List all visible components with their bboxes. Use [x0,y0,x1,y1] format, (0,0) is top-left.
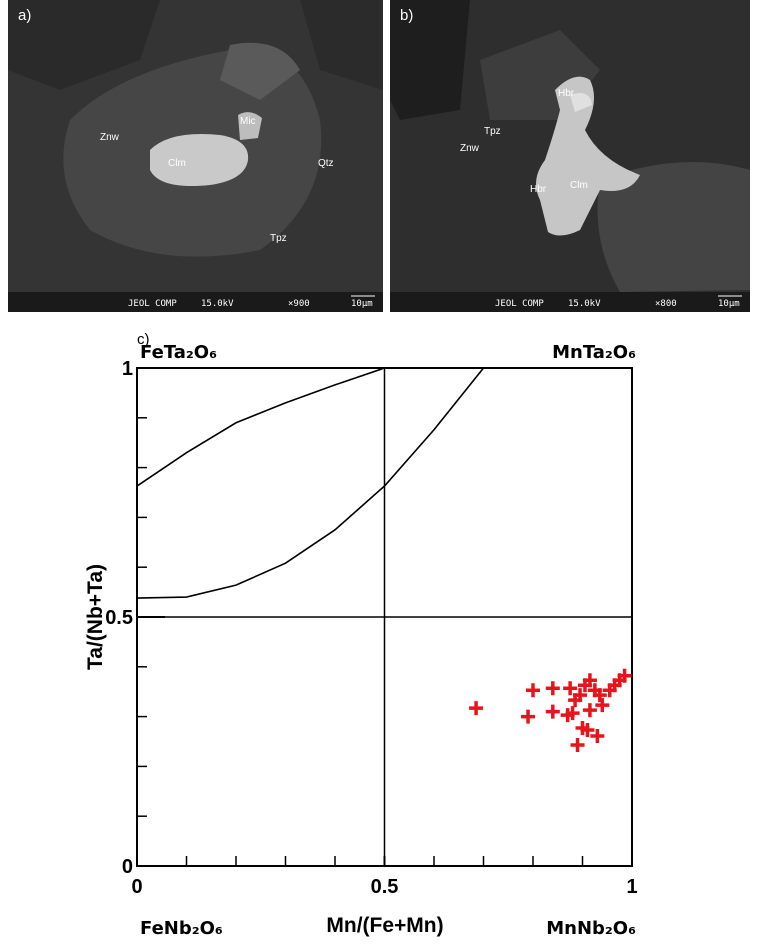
data-point [563,681,578,696]
y-tick-label: 0 [122,856,133,878]
data-point [570,737,585,752]
sem-image-a: a) Znw Mic Clm Qtz Tpz JEOL COMP 15.0kV ×900 10μm [8,0,383,312]
data-point [592,688,607,703]
footer-magnification: ×900 [288,299,310,309]
data-point [590,729,605,744]
mineral-label: Qtz [318,158,334,169]
data-point [582,673,597,688]
y-tick-label: 0.5 [105,607,133,629]
corner-label: MnTa₂O₆ [552,342,636,363]
field-boundary [136,367,385,487]
panel-label: a) [18,7,31,24]
corner-label: FeNb₂O₆ [140,918,223,939]
corner-label: FeTa₂O₆ [140,342,217,363]
mineral-label: Znw [460,143,480,154]
mineral-label: Hbr [530,184,547,195]
panel-label: c) [137,331,150,348]
y-axis-label: Ta/(Nb+Ta) [84,564,107,670]
mineral-label: Mic [240,116,256,127]
data-point [560,708,575,723]
footer-voltage: 15.0kV [201,299,234,309]
sem-image-b: b) Hbr Tpz Znw Hbr Clm JEOL COMP 15.0kV ×800 10μm [390,0,750,312]
data-point [526,683,540,698]
plot-area [136,367,633,867]
footer-voltage: 15.0kV [568,299,601,309]
footer-scale: 10μm [351,299,373,309]
footer-instrument: JEOL COMP [495,299,544,309]
data-point [521,709,536,724]
x-tick-label: 0.5 [371,876,399,898]
corner-label: MnNb₂O₆ [546,918,636,939]
mineral-label: Hbr [558,88,575,99]
mineral-label: Tpz [270,233,287,244]
data-point [545,704,560,719]
data-point [573,688,588,703]
mineral-label: Tpz [484,126,501,137]
x-axis-label: Mn/(Fe+Mn) [326,914,443,937]
y-tick-label: 1 [122,358,133,380]
field-boundary [136,367,485,599]
footer-instrument: JEOL COMP [128,299,177,309]
mineral-label: Clm [570,180,588,191]
data-point [582,703,597,718]
footer-scale: 10μm [718,299,740,309]
mineral-label: Znw [100,132,120,143]
data-point [575,721,590,736]
x-tick-label: 0 [131,876,142,898]
footer-magnification: ×800 [655,299,677,309]
panel-label: b) [400,7,413,24]
data-point [545,681,560,696]
data-point [617,668,632,683]
mineral-label: Clm [168,158,186,169]
data-point [595,698,610,713]
data-point [469,701,484,716]
x-tick-label: 1 [626,876,637,898]
